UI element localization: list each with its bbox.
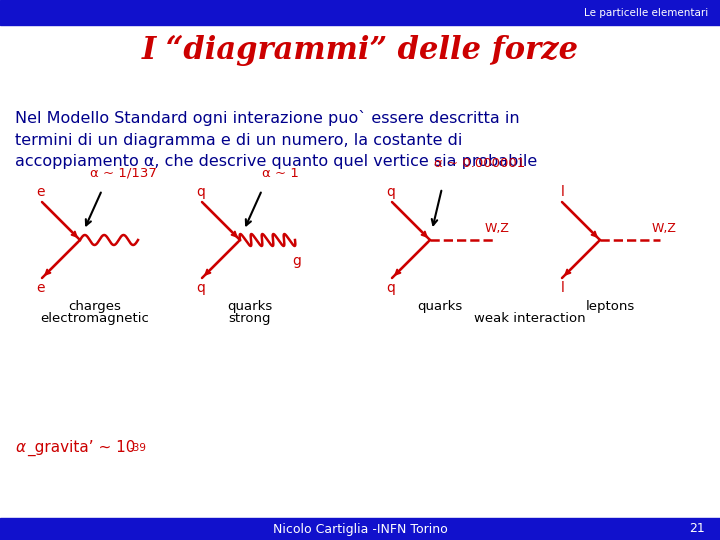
Text: weak interaction: weak interaction: [474, 312, 586, 325]
Text: quarks: quarks: [228, 300, 273, 313]
Text: quarks: quarks: [418, 300, 463, 313]
Text: W,Z: W,Z: [652, 222, 677, 235]
Text: Nel Modello Standard ogni interazione puo` essere descritta in
termini di un dia: Nel Modello Standard ogni interazione pu…: [15, 110, 537, 169]
Text: 21: 21: [689, 523, 705, 536]
Text: q: q: [386, 185, 395, 199]
Text: Le particelle elementari: Le particelle elementari: [584, 8, 708, 18]
Text: strong: strong: [229, 312, 271, 325]
Text: charges: charges: [68, 300, 122, 313]
Text: leptons: leptons: [585, 300, 634, 313]
Text: e: e: [37, 281, 45, 295]
Text: I “diagrammi” delle forze: I “diagrammi” delle forze: [142, 35, 578, 65]
Text: q: q: [386, 281, 395, 295]
Text: Nicolo Cartiglia -INFN Torino: Nicolo Cartiglia -INFN Torino: [273, 523, 447, 536]
Text: W,Z: W,Z: [485, 222, 510, 235]
Text: α ~ 0.000001: α ~ 0.000001: [434, 157, 526, 170]
Text: q: q: [196, 185, 205, 199]
Text: $\alpha$: $\alpha$: [15, 441, 27, 456]
Text: l: l: [561, 281, 565, 295]
Text: e: e: [37, 185, 45, 199]
Text: l: l: [561, 185, 565, 199]
Text: -39: -39: [130, 443, 147, 453]
Text: q: q: [196, 281, 205, 295]
Text: α ~ 1/137: α ~ 1/137: [90, 167, 157, 180]
Bar: [0, 518, 720, 540]
Bar: [0, 0, 720, 25]
Text: _gravita’ ~ 10: _gravita’ ~ 10: [27, 440, 135, 456]
Text: electromagnetic: electromagnetic: [40, 312, 150, 325]
Text: g: g: [292, 254, 301, 268]
Text: α ~ 1: α ~ 1: [262, 167, 299, 180]
